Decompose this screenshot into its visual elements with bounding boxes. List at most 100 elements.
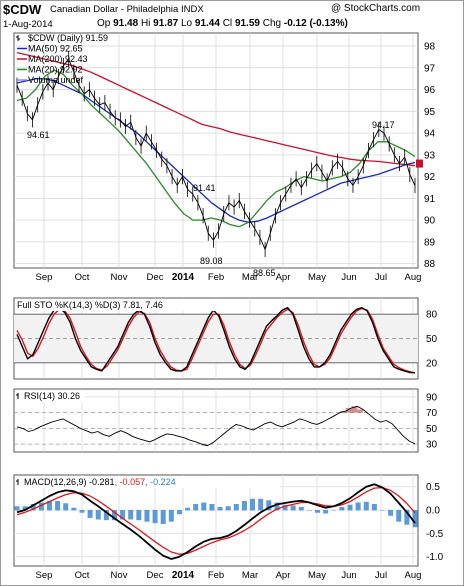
sto-y-tick-label: 20 (426, 358, 438, 369)
high-label: Hi (140, 18, 151, 29)
macd-histogram-bar (363, 501, 369, 511)
macd-histogram-bar (250, 498, 256, 511)
low-value: 91.44 (194, 18, 220, 29)
sto-y-tick-label: 50 (426, 334, 438, 345)
legend-swatch (16, 35, 20, 41)
price-y-tick-label: 94 (424, 129, 436, 140)
macd-histogram-bar (160, 510, 166, 524)
macd-histogram-bar (144, 510, 150, 522)
date-label: 1-Aug-2014 (3, 19, 53, 30)
macd-legend: MACD(12,26,9) -0.281, -0.057, -0.224 (24, 477, 176, 487)
last-price-marker (416, 159, 423, 168)
macd-histogram-bar (380, 510, 386, 511)
macd-histogram-bar (136, 510, 142, 521)
macd-histogram-bar (38, 502, 44, 511)
macd-histogram-bar (306, 510, 312, 511)
macd-histogram-bar (63, 503, 69, 511)
low-label: Lo (180, 18, 193, 29)
macd-histogram-bar (87, 510, 93, 518)
x-tick-label: Jun (341, 272, 356, 283)
macd-histogram-bar (120, 510, 126, 520)
macd-legend-part: -0.281 (87, 477, 115, 487)
macd-histogram-bar (168, 510, 174, 522)
symbol-title: $CDW (3, 2, 42, 17)
macd-histogram-bar (46, 501, 52, 511)
rsi-legend: RSI(14) 30.26 (24, 391, 80, 401)
macd-histogram-bar (298, 507, 304, 511)
price-annotation: 94.17 (372, 120, 395, 130)
price-annotation: 94.61 (27, 130, 50, 140)
macd-histogram-bar (412, 510, 418, 528)
x-tick-label: May (308, 272, 326, 283)
macd-line (16, 483, 416, 560)
open-value: 91.48 (113, 18, 139, 29)
macd-histogram-bar (290, 505, 296, 511)
macd-histogram-bar (258, 498, 264, 511)
x-tick-label: Dec (147, 272, 164, 283)
rsi-y-tick-label: 50 (426, 424, 438, 435)
macd-histogram-bar (315, 510, 321, 513)
macd-histogram-bar (71, 507, 77, 511)
macd-histogram-bar (22, 506, 28, 511)
price-legend-item: Volume undef (28, 75, 84, 85)
x-tick-label: Jul (375, 272, 387, 283)
macd-legend-part: , -0.057 (115, 477, 146, 487)
price-legend-item: MA(20) 92.92 (28, 65, 83, 75)
macd-histogram-bar (274, 502, 280, 511)
open-label: Op (97, 18, 111, 29)
macd-histogram-bar (347, 504, 353, 511)
x-tick-label: Feb (208, 272, 224, 283)
x-tick-label: 2014 (172, 272, 195, 283)
bottom-x-tick-label: Mar (242, 570, 258, 581)
price-y-tick-label: 91 (424, 194, 436, 205)
rsi-line (16, 405, 416, 447)
bottom-x-tick-label: Apr (276, 570, 291, 581)
x-tick-label: Sep (36, 272, 53, 283)
macd-histogram-bar (55, 501, 61, 511)
price-y-tick-label: 89 (424, 237, 436, 248)
macd-histogram-bar (209, 504, 215, 511)
change-value: -0.12 (-0.13%) (283, 18, 348, 29)
macd-histogram-bar (128, 510, 134, 520)
macd-histogram-bar (185, 507, 191, 511)
rsi-overbought-fill (351, 406, 358, 413)
macd-signal-line (16, 486, 416, 555)
bottom-x-tick-label: Oct (75, 570, 90, 581)
macd-y-tick-label: -1.0 (426, 552, 444, 563)
macd-histogram-bar (388, 510, 394, 516)
macd-histogram-bar (266, 500, 272, 511)
price-legend-item: MA(200) 92.43 (28, 54, 88, 64)
bottom-x-tick-label: Sep (36, 570, 53, 581)
price-y-tick-label: 97 (424, 63, 436, 74)
macd-legend-swatch (16, 479, 19, 485)
macd-histogram-bar (225, 506, 231, 511)
x-tick-label: Aug (405, 272, 422, 283)
macd-legend-part: , -0.224 (145, 477, 176, 487)
macd-histogram-bar (355, 502, 361, 511)
macd-y-tick-label: 0.5 (426, 482, 440, 493)
bottom-x-tick-label: Dec (147, 570, 164, 581)
macd-histogram-bar (404, 510, 410, 525)
source-credit: @ StockCharts.com (331, 3, 421, 14)
macd-histogram-bar (323, 510, 329, 514)
x-tick-label: Oct (75, 272, 90, 283)
macd-y-tick-label: -0.5 (426, 529, 444, 540)
macd-histogram-bar (95, 510, 101, 520)
macd-histogram-bar (152, 510, 158, 524)
price-y-tick-label: 92 (424, 172, 436, 183)
sto-k-line (16, 307, 416, 374)
macd-histogram-bar (103, 510, 109, 521)
rsi-overbought-fill (345, 407, 352, 413)
rsi-legend-bg (15, 390, 85, 402)
macd-histogram-bar (111, 510, 117, 521)
price-annotation: 91.41 (193, 183, 216, 193)
price-y-tick-label: 98 (424, 42, 436, 53)
sto-legend: Full STO %K(14,3) %D(3) 7.81, 7.46 (17, 300, 163, 310)
price-y-tick-label: 96 (424, 85, 436, 96)
macd-histogram-bar (14, 506, 20, 511)
price-annotation: 88.65 (253, 268, 276, 278)
x-tick-label: Apr (276, 272, 291, 283)
macd-histogram-bar (176, 510, 182, 515)
macd-histogram-bar (339, 507, 345, 511)
